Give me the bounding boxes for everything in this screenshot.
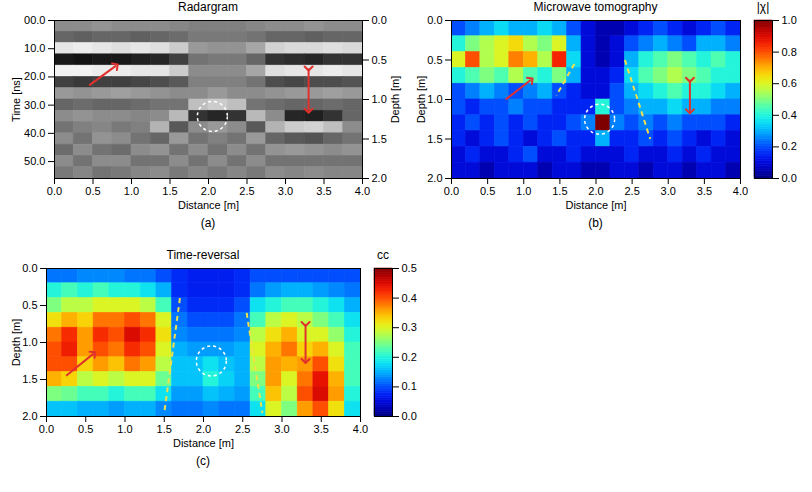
svg-text:0.0: 0.0 <box>39 423 54 435</box>
svg-text:1.5: 1.5 <box>552 185 567 197</box>
html-text:cc: cc <box>377 248 389 262</box>
svg-text:1.0: 1.0 <box>516 185 531 197</box>
svg-text:3.0: 3.0 <box>661 185 676 197</box>
html-text:(b): (b) <box>588 216 603 230</box>
svg-text:3.5: 3.5 <box>316 185 331 197</box>
svg-text:10.0: 10.0 <box>24 42 45 54</box>
svg-text:0.4: 0.4 <box>402 292 417 304</box>
svg-text:2.5: 2.5 <box>624 185 639 197</box>
svg-text:0.5: 0.5 <box>372 54 387 66</box>
svg-text:0.5: 0.5 <box>78 423 93 435</box>
svg-text:1.0: 1.0 <box>117 423 132 435</box>
svg-text:Depth [m]: Depth [m] <box>10 319 22 367</box>
svg-text:0.5: 0.5 <box>22 299 37 311</box>
html-text:|χ|: |χ| <box>756 0 770 14</box>
svg-text:0.2: 0.2 <box>402 351 417 363</box>
svg-text:4.0: 4.0 <box>733 185 748 197</box>
svg-text:2.0: 2.0 <box>22 410 37 422</box>
svg-text:2.0: 2.0 <box>427 172 442 184</box>
svg-text:1.0: 1.0 <box>124 185 139 197</box>
html-text:Microwave tomography: Microwave tomography <box>533 0 658 14</box>
svg-text:0.8: 0.8 <box>782 46 797 58</box>
svg-text:0.0: 0.0 <box>782 172 797 184</box>
svg-text:0.0: 0.0 <box>47 185 62 197</box>
svg-text:20.0: 20.0 <box>24 70 45 82</box>
svg-text:0.4: 0.4 <box>782 109 797 121</box>
svg-text:2.0: 2.0 <box>196 423 211 435</box>
svg-text:4.0: 4.0 <box>355 185 370 197</box>
svg-text:0.0: 0.0 <box>427 14 442 26</box>
svg-text:0.0: 0.0 <box>22 262 37 274</box>
svg-text:1.5: 1.5 <box>162 185 177 197</box>
svg-text:30.0: 30.0 <box>24 99 45 111</box>
svg-text:2.0: 2.0 <box>201 185 216 197</box>
svg-text:1.5: 1.5 <box>372 133 387 145</box>
html-text:Radargram: Radargram <box>178 0 238 14</box>
svg-text:1.5: 1.5 <box>22 373 37 385</box>
html-text:(a): (a) <box>200 216 216 230</box>
svg-text:40.0: 40.0 <box>24 127 45 139</box>
svg-text:1.5: 1.5 <box>427 133 442 145</box>
svg-text:0.1: 0.1 <box>402 380 417 392</box>
svg-text:0.0: 0.0 <box>372 14 387 26</box>
svg-text:4.0: 4.0 <box>353 423 368 435</box>
svg-text:0.2: 0.2 <box>782 140 797 152</box>
svg-text:1.0: 1.0 <box>372 93 387 105</box>
svg-text:0.0: 0.0 <box>402 410 417 422</box>
svg-text:0.5: 0.5 <box>85 185 100 197</box>
svg-text:Time [ns]: Time [ns] <box>10 77 22 122</box>
svg-text:2.0: 2.0 <box>588 185 603 197</box>
svg-text:0.5: 0.5 <box>402 262 417 274</box>
svg-text:50.0: 50.0 <box>24 155 45 167</box>
svg-text:0.6: 0.6 <box>782 77 797 89</box>
svg-text:3.0: 3.0 <box>278 185 293 197</box>
svg-text:1.5: 1.5 <box>157 423 172 435</box>
svg-text:0.3: 0.3 <box>402 321 417 333</box>
svg-text:3.5: 3.5 <box>314 423 329 435</box>
svg-text:2.0: 2.0 <box>372 172 387 184</box>
html-text:(c): (c) <box>196 454 210 468</box>
svg-text:3.5: 3.5 <box>697 185 712 197</box>
svg-text:2.5: 2.5 <box>239 185 254 197</box>
html-text:Time-reversal: Time-reversal <box>166 248 240 262</box>
svg-text:Distance [m]: Distance [m] <box>565 199 626 211</box>
svg-text:1.0: 1.0 <box>782 14 797 26</box>
svg-text:Distance [m]: Distance [m] <box>173 437 234 449</box>
svg-text:Depth [m]: Depth [m] <box>389 76 401 124</box>
svg-text:3.0: 3.0 <box>274 423 289 435</box>
svg-text:1.0: 1.0 <box>22 336 37 348</box>
svg-text:1.0: 1.0 <box>427 93 442 105</box>
svg-text:0.0: 0.0 <box>444 185 459 197</box>
svg-text:00.0: 00.0 <box>24 14 45 26</box>
svg-text:2.5: 2.5 <box>235 423 250 435</box>
svg-text:0.5: 0.5 <box>480 185 495 197</box>
svg-text:0.5: 0.5 <box>427 54 442 66</box>
svg-text:Distance [m]: Distance [m] <box>178 199 239 211</box>
svg-text:Depth [m]: Depth [m] <box>415 76 427 124</box>
